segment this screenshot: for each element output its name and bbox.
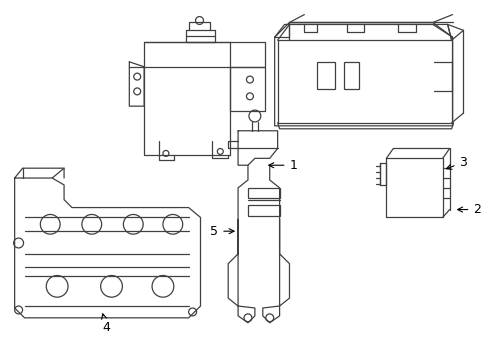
- Text: 5: 5: [210, 225, 234, 238]
- Text: 4: 4: [102, 314, 110, 334]
- Text: 2: 2: [457, 203, 480, 216]
- Bar: [317, 62, 334, 89]
- Text: 1: 1: [268, 159, 297, 172]
- Bar: [247, 204, 279, 216]
- Bar: [343, 62, 358, 89]
- Text: 3: 3: [446, 156, 467, 169]
- Bar: [247, 188, 279, 198]
